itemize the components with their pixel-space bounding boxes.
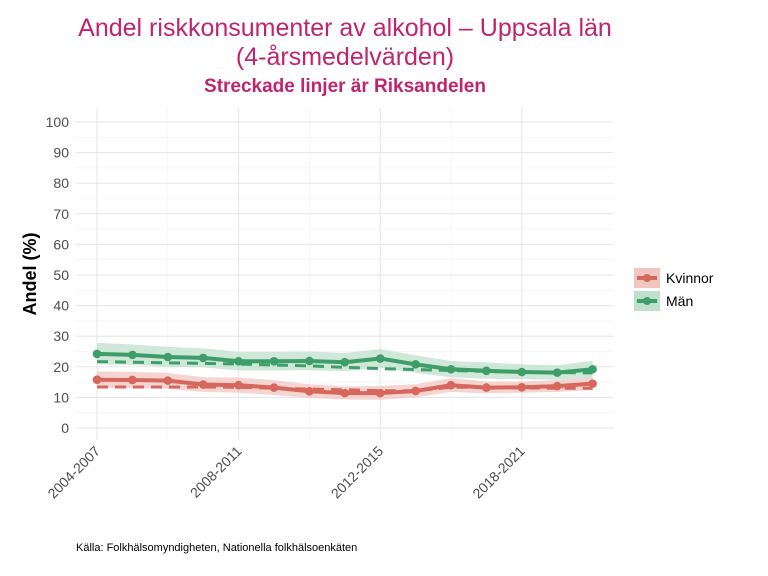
data-point-man <box>269 356 279 366</box>
data-point-man <box>92 349 102 359</box>
data-point-man <box>482 366 491 376</box>
x-tick-label: 2012-2015 <box>328 443 387 502</box>
y-tick-label: 70 <box>53 206 69 222</box>
data-point-man <box>517 367 527 377</box>
chart-title-line-2: (4-årsmedelvärden) <box>235 43 455 71</box>
chart-subtitle: Streckade linjer är Riksandelen <box>204 76 486 97</box>
y-tick-label: 80 <box>53 175 69 191</box>
chart-title-line-1: Andel riskkonsumenter av alkohol – Uppsa… <box>78 14 612 42</box>
y-tick-label: 30 <box>53 328 69 344</box>
legend-item-kvinnor: Kvinnor <box>634 266 713 289</box>
data-point-kvinnor <box>482 383 491 392</box>
grid-layer <box>76 108 613 440</box>
x-tick-label: 2004-2007 <box>44 443 103 502</box>
legend-label-kvinnor: Kvinnor <box>666 269 714 286</box>
x-tick-label: 2018-2021 <box>469 443 528 502</box>
data-point-kvinnor <box>517 383 527 392</box>
legend: Kvinnor Män <box>634 266 713 312</box>
data-point-man <box>340 357 350 367</box>
data-point-kvinnor <box>234 380 243 390</box>
national-lines <box>96 360 593 393</box>
national-line-kvinnor <box>97 385 593 393</box>
data-point-man <box>128 350 137 360</box>
data-point-kvinnor <box>92 375 102 384</box>
data-point-man <box>446 364 456 374</box>
source-note: Källa: Folkhälsomyndigheten, Nationella … <box>76 542 358 554</box>
data-point-man <box>552 368 562 377</box>
y-tick-label: 60 <box>53 236 69 252</box>
y-tick-label: 0 <box>61 420 69 436</box>
data-point-kvinnor <box>163 376 173 385</box>
legend-item-man: Män <box>634 289 713 312</box>
data-point-kvinnor <box>128 375 137 385</box>
data-point-man <box>411 360 420 369</box>
data-point-kvinnor <box>446 380 456 390</box>
data-point-kvinnor <box>375 388 385 398</box>
confidence-band-kvinnor <box>97 371 593 400</box>
y-tick-label: 90 <box>53 145 69 161</box>
legend-label-man: Män <box>666 292 694 309</box>
data-point-man <box>375 354 385 363</box>
y-axis-title: Andel (%) <box>20 232 40 315</box>
axis-labels: 0 10 20 30 40 50 60 70 80 90 100 2004-2007 2008-2011… <box>20 114 528 501</box>
data-point-kvinnor <box>305 386 314 396</box>
national-line-man <box>96 360 593 375</box>
y-tick-label: 20 <box>53 359 69 375</box>
legend-key-kvinnor <box>634 267 660 288</box>
data-point-man <box>234 356 243 366</box>
data-point-kvinnor <box>198 380 208 389</box>
data-point-man <box>198 353 208 363</box>
y-tick-label: 100 <box>46 114 70 130</box>
data-point-kvinnor <box>552 381 562 391</box>
x-tick-label: 2008-2011 <box>187 443 245 501</box>
data-point-kvinnor <box>269 383 279 392</box>
y-tick-label: 40 <box>53 298 69 314</box>
data-point-kvinnor <box>340 388 350 398</box>
data-point-kvinnor <box>588 379 597 388</box>
chart-title: Andel riskkonsumenter av alkohol – Uppsa… <box>0 14 690 72</box>
y-tick-label: 10 <box>53 389 69 405</box>
data-point-man <box>305 356 314 366</box>
y-tick-label: 50 <box>53 267 69 283</box>
data-point-kvinnor <box>411 386 420 396</box>
data-point-man <box>163 352 173 362</box>
data-point-man <box>588 364 597 374</box>
legend-key-man <box>634 290 660 311</box>
series-lines <box>92 349 597 398</box>
